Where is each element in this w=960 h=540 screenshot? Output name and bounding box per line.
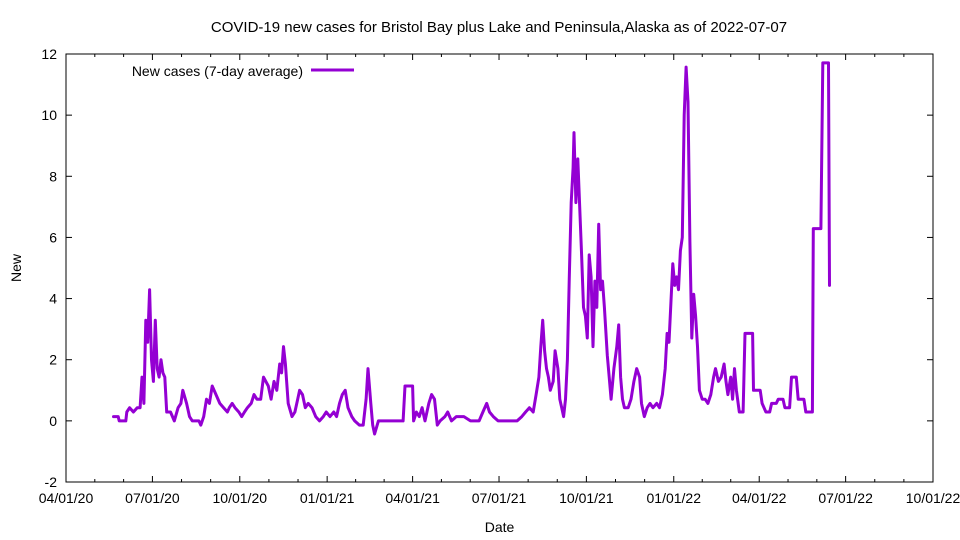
x-tick-label: 07/01/21 — [472, 490, 527, 506]
y-tick-label: 2 — [49, 352, 57, 368]
y-tick-label: 0 — [49, 413, 57, 429]
legend: New cases (7-day average) — [132, 63, 354, 79]
y-tick-label: 12 — [41, 46, 57, 62]
series-layer — [112, 61, 831, 436]
legend-label: New cases (7-day average) — [132, 63, 303, 79]
y-tick-label: 8 — [49, 168, 57, 184]
x-tick-label: 01/01/22 — [647, 490, 702, 506]
x-tick-label: 10/01/22 — [906, 490, 960, 506]
x-tick-label: 07/01/20 — [125, 490, 180, 506]
y-tick-label: 6 — [49, 229, 57, 245]
plot-frame — [65, 53, 934, 483]
x-tick-label: 07/01/22 — [818, 490, 873, 506]
x-tick-label: 04/01/21 — [385, 490, 440, 506]
y-tick-label: -2 — [45, 474, 58, 490]
x-tick-label: 04/01/22 — [732, 490, 787, 506]
x-tick-label: 01/01/21 — [300, 490, 355, 506]
x-tick-label: 04/01/20 — [39, 490, 94, 506]
y-tick-label: 4 — [49, 291, 57, 307]
x-axis-label: Date — [485, 519, 515, 535]
x-tick-label: 10/01/20 — [213, 490, 268, 506]
chart-title: COVID-19 new cases for Bristol Bay plus … — [211, 19, 787, 36]
y-tick-label: 10 — [41, 107, 57, 123]
y-axis-label: New — [8, 253, 24, 282]
x-tick-label: 10/01/21 — [559, 490, 614, 506]
series-line-0 — [112, 61, 831, 436]
